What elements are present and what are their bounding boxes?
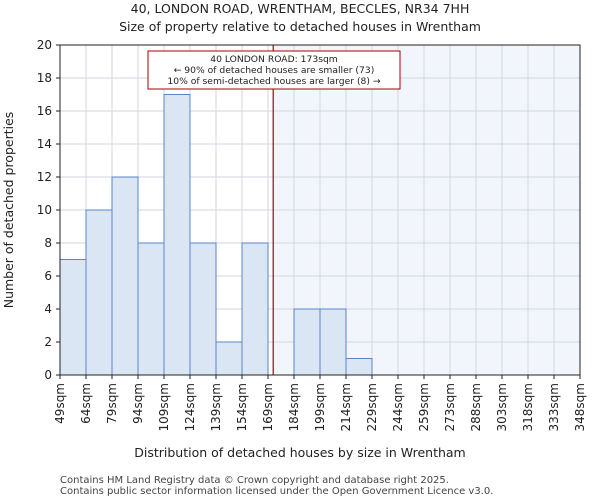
y-tick-label-14: 14 bbox=[37, 137, 52, 151]
bar-154sqm bbox=[241, 242, 269, 376]
y-tick-label-2: 2 bbox=[44, 335, 52, 349]
bar-64sqm bbox=[85, 209, 113, 376]
x-tick-label-214sqm: 214sqm bbox=[339, 383, 353, 431]
x-tick-label-64sqm: 64sqm bbox=[79, 383, 93, 424]
x-tick-label-139sqm: 139sqm bbox=[209, 383, 223, 431]
x-tick-label-184sqm: 184sqm bbox=[287, 383, 301, 431]
x-tick-label-318sqm: 318sqm bbox=[521, 383, 535, 431]
annotation-line-3: 10% of semi-detached houses are larger (… bbox=[167, 76, 380, 87]
x-tick-label-259sqm: 259sqm bbox=[417, 383, 431, 431]
x-tick-label-333sqm: 333sqm bbox=[547, 383, 561, 431]
x-tick-label-229sqm: 229sqm bbox=[365, 383, 379, 431]
x-tick-label-244sqm: 244sqm bbox=[391, 383, 405, 431]
y-tick-label-8: 8 bbox=[44, 236, 52, 250]
bar-79sqm bbox=[111, 176, 139, 376]
x-tick-label-94sqm: 94sqm bbox=[131, 383, 145, 424]
annotation-box bbox=[147, 50, 401, 90]
bar-184sqm bbox=[293, 308, 321, 376]
x-axis-label: Distribution of detached houses by size … bbox=[134, 445, 466, 460]
y-tick-label-16: 16 bbox=[37, 104, 52, 118]
bar-109sqm bbox=[163, 94, 191, 376]
y-tick-label-6: 6 bbox=[44, 269, 52, 283]
y-tick-label-0: 0 bbox=[44, 368, 52, 382]
annotation-line-1: 40 LONDON ROAD: 173sqm bbox=[210, 54, 338, 65]
chart-subtitle: Size of property relative to detached ho… bbox=[119, 19, 481, 34]
x-tick-label-199sqm: 199sqm bbox=[313, 383, 327, 431]
y-tick-label-10: 10 bbox=[37, 203, 52, 217]
chart-title: 40, LONDON ROAD, WRENTHAM, BECCLES, NR34… bbox=[131, 1, 470, 16]
x-tick-label-169sqm: 169sqm bbox=[261, 383, 275, 431]
y-tick-label-4: 4 bbox=[44, 302, 52, 316]
x-tick-label-79sqm: 79sqm bbox=[105, 383, 119, 424]
x-tick-label-124sqm: 124sqm bbox=[183, 383, 197, 431]
footer-line-2: Contains public sector information licen… bbox=[60, 486, 493, 497]
x-tick-label-288sqm: 288sqm bbox=[469, 383, 483, 431]
y-axis-label: Number of detached properties bbox=[1, 112, 16, 309]
footer-line-1: Contains HM Land Registry data © Crown c… bbox=[60, 475, 449, 486]
plot-area: 0 2 4 6 8 10 12 14 16 18 20 49sqm 64sqm 79sqm 94sqm 109… bbox=[37, 38, 587, 431]
bar-49sqm bbox=[59, 259, 87, 376]
bar-124sqm bbox=[189, 242, 217, 376]
x-tick-label-273sqm: 273sqm bbox=[443, 383, 457, 431]
x-tick-label-154sqm: 154sqm bbox=[235, 383, 249, 431]
x-tick-label-109sqm: 109sqm bbox=[157, 383, 171, 431]
annotation-line-2: ← 90% of detached houses are smaller (73… bbox=[174, 65, 375, 76]
x-tick-label-49sqm: 49sqm bbox=[53, 383, 67, 424]
y-tick-label-18: 18 bbox=[37, 71, 52, 85]
bar-139sqm bbox=[215, 341, 243, 376]
y-tick-label-12: 12 bbox=[37, 170, 52, 184]
bar-94sqm bbox=[137, 242, 165, 376]
y-tick-label-20: 20 bbox=[37, 38, 52, 52]
bar-214sqm bbox=[345, 358, 373, 376]
x-tick-label-348sqm: 348sqm bbox=[573, 383, 587, 431]
x-tick-label-303sqm: 303sqm bbox=[495, 383, 509, 431]
bar-199sqm bbox=[319, 308, 347, 376]
